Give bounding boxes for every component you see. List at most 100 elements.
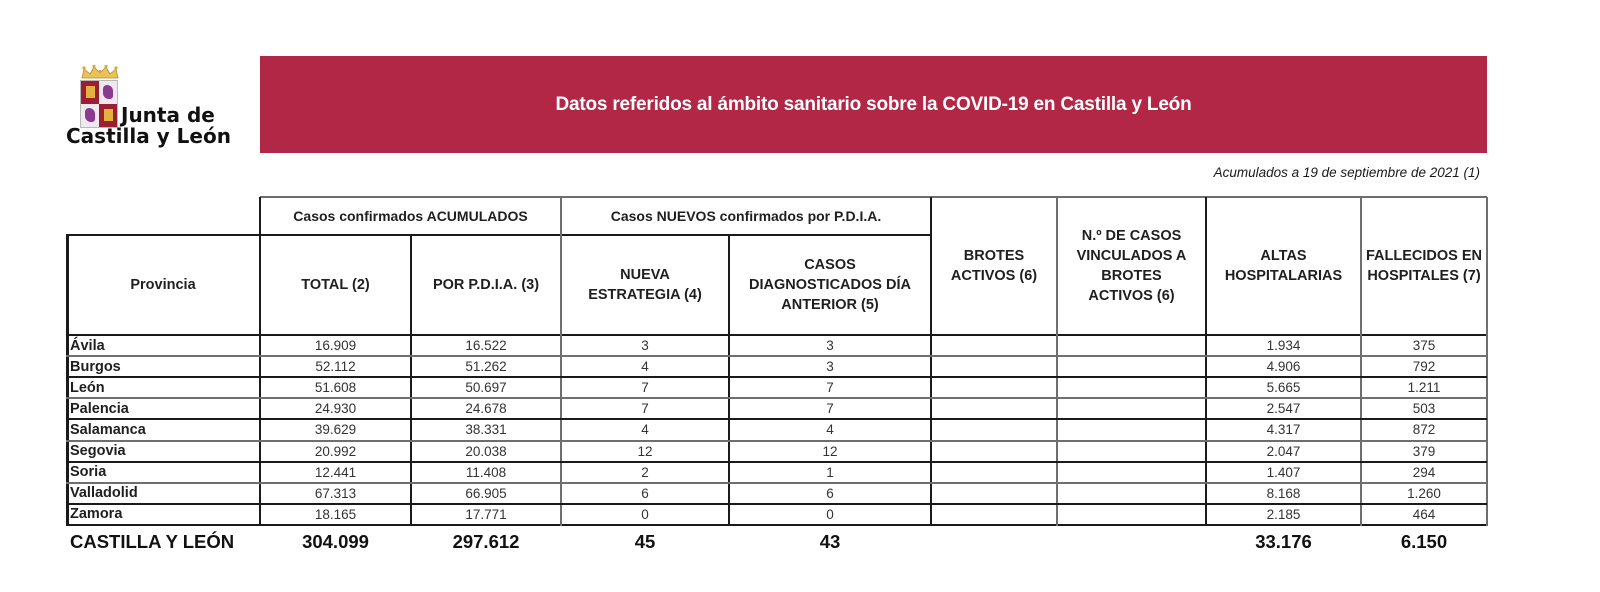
group-header-nuevos: Casos NUEVOS confirmados por P.D.I.A.: [610, 208, 882, 224]
divider: [930, 197, 932, 526]
table-cell-altas: 4.317: [1266, 422, 1301, 438]
table-cell-provincia: Salamanca: [70, 421, 146, 438]
logo-text-line2: Castilla y León: [66, 124, 231, 148]
table-cell-por-pdia: 20.038: [465, 443, 507, 459]
divider: [1205, 197, 1207, 526]
table-cell-por-pdia: 11.408: [465, 464, 507, 480]
table-cell-brotes: [931, 335, 1057, 356]
row-divider: [66, 439, 1487, 442]
totals-total: 304.099: [302, 531, 369, 552]
table-cell-fallecidos: 379: [1412, 443, 1436, 459]
table-cell-provincia: Valladolid: [70, 485, 138, 502]
column-header-provincia: Provincia: [130, 277, 196, 293]
table-cell-brotes: [931, 462, 1057, 483]
table-cell-dia-anterior: 7: [826, 401, 834, 417]
row-divider: [66, 481, 1487, 484]
table-cell-brotes: [931, 419, 1057, 440]
lion-quarter-icon: [81, 104, 99, 127]
divider: [260, 196, 1487, 198]
table-cell-nueva-estrategia: 4: [641, 359, 649, 375]
table-cell-nueva-estrategia: 4: [641, 422, 649, 438]
table-cell-dia-anterior: 1: [826, 464, 834, 480]
table-cell-vinculados: [1057, 377, 1206, 398]
table-cell-brotes: [931, 483, 1057, 504]
column-header-dia-anterior: CASOS DIAGNOSTICADOS DÍA ANTERIOR (5): [749, 257, 911, 313]
table-cell-vinculados: [1057, 483, 1206, 504]
table-cell-altas: 8.168: [1266, 485, 1301, 501]
totals-fallecidos: 6.150: [1400, 531, 1448, 552]
table-cell-por-pdia: 38.331: [465, 422, 507, 438]
table-cell-brotes: [931, 398, 1057, 419]
page-title: Datos referidos al ámbito sanitario sobr…: [555, 93, 1192, 115]
column-header-altas: ALTAS HOSPITALARIAS: [1224, 248, 1343, 284]
table-cell-vinculados: [1057, 419, 1206, 440]
divider: [66, 234, 69, 526]
column-header-por-pdia: POR P.D.I.A. (3): [432, 277, 540, 293]
table-cell-provincia: León: [70, 379, 105, 396]
table-cell-dia-anterior: 3: [826, 338, 834, 354]
table-cell-dia-anterior: 7: [826, 380, 834, 396]
column-header-total: TOTAL (2): [301, 277, 370, 293]
divider: [560, 197, 562, 526]
table-cell-provincia: Zamora: [70, 506, 123, 523]
table-cell-brotes: [931, 441, 1057, 462]
divider: [1360, 197, 1362, 526]
totals-nueva-estrategia: 45: [634, 531, 656, 552]
table-cell-fallecidos: 375: [1412, 338, 1436, 354]
divider: [728, 235, 730, 526]
table-cell-fallecidos: 792: [1412, 359, 1436, 375]
table-cell-nueva-estrategia: 7: [641, 401, 649, 417]
divider: [410, 235, 412, 526]
column-header-nueva-estrategia: NUEVA ESTRATEGIA (4): [588, 267, 702, 303]
table-cell-brotes: [931, 504, 1057, 525]
row-divider: [66, 502, 1487, 505]
table-cell-dia-anterior: 4: [826, 422, 834, 438]
table-cell-nueva-estrategia: 6: [641, 485, 649, 501]
column-header-vinculados: N.º DE CASOS VINCULADOS A BROTES ACTIVOS…: [1076, 228, 1187, 304]
table-cell-altas: 1.934: [1266, 338, 1301, 354]
table-cell-altas: 2.547: [1266, 401, 1301, 417]
table-cell-total: 18.165: [314, 506, 357, 522]
table-cell-dia-anterior: 0: [826, 506, 834, 522]
row-divider: [66, 460, 1487, 463]
table-cell-fallecidos: 503: [1412, 401, 1436, 417]
title-banner: Datos referidos al ámbito sanitario sobr…: [260, 56, 1487, 153]
table-cell-por-pdia: 24.678: [465, 401, 507, 417]
lion-quarter-icon: [99, 81, 117, 104]
table-cell-fallecidos: 872: [1412, 422, 1436, 438]
table-cell-vinculados: [1057, 398, 1206, 419]
table-cell-brotes: [931, 356, 1057, 377]
totals-por-pdia: 297.612: [452, 531, 520, 552]
column-header-brotes: BROTES ACTIVOS (6): [950, 248, 1038, 284]
table-cell-provincia: Burgos: [70, 358, 121, 375]
totals-label: CASTILLA Y LEÓN: [70, 531, 235, 552]
totals-dia-anterior: 43: [819, 531, 841, 552]
table-cell-por-pdia: 51.262: [465, 359, 507, 375]
table-cell-total: 51.608: [314, 380, 357, 396]
table-cell-por-pdia: 17.771: [465, 506, 507, 522]
totals-vinculados: [1057, 529, 1206, 555]
row-divider: [66, 418, 1487, 421]
table-cell-altas: 2.047: [1266, 443, 1301, 459]
table-cell-altas: 1.407: [1266, 464, 1301, 480]
table-cell-por-pdia: 50.697: [465, 380, 507, 396]
row-divider: [66, 397, 1487, 400]
table-cell-provincia: Palencia: [70, 400, 129, 417]
table-cell-fallecidos: 464: [1412, 506, 1436, 522]
table-cell-total: 67.313: [314, 485, 357, 501]
table-cell-nueva-estrategia: 7: [641, 380, 649, 396]
table-cell-total: 52.112: [315, 359, 356, 375]
date-note: Acumulados a 19 de septiembre de 2021 (1…: [1213, 165, 1480, 180]
table-cell-nueva-estrategia: 3: [641, 338, 649, 354]
table-cell-nueva-estrategia: 12: [637, 443, 653, 459]
table-cell-provincia: Soria: [70, 464, 107, 481]
row-divider: [66, 376, 1487, 379]
table-cell-dia-anterior: 12: [822, 443, 838, 459]
crown-icon: [81, 64, 119, 79]
table-cell-vinculados: [1057, 335, 1206, 356]
castle-quarter-icon: [81, 81, 99, 104]
table-cell-altas: 2.185: [1266, 506, 1301, 522]
group-header-acumulados: Casos confirmados ACUMULADOS: [293, 208, 528, 224]
table-cell-total: 39.629: [314, 422, 357, 438]
row-divider: [66, 355, 1487, 358]
